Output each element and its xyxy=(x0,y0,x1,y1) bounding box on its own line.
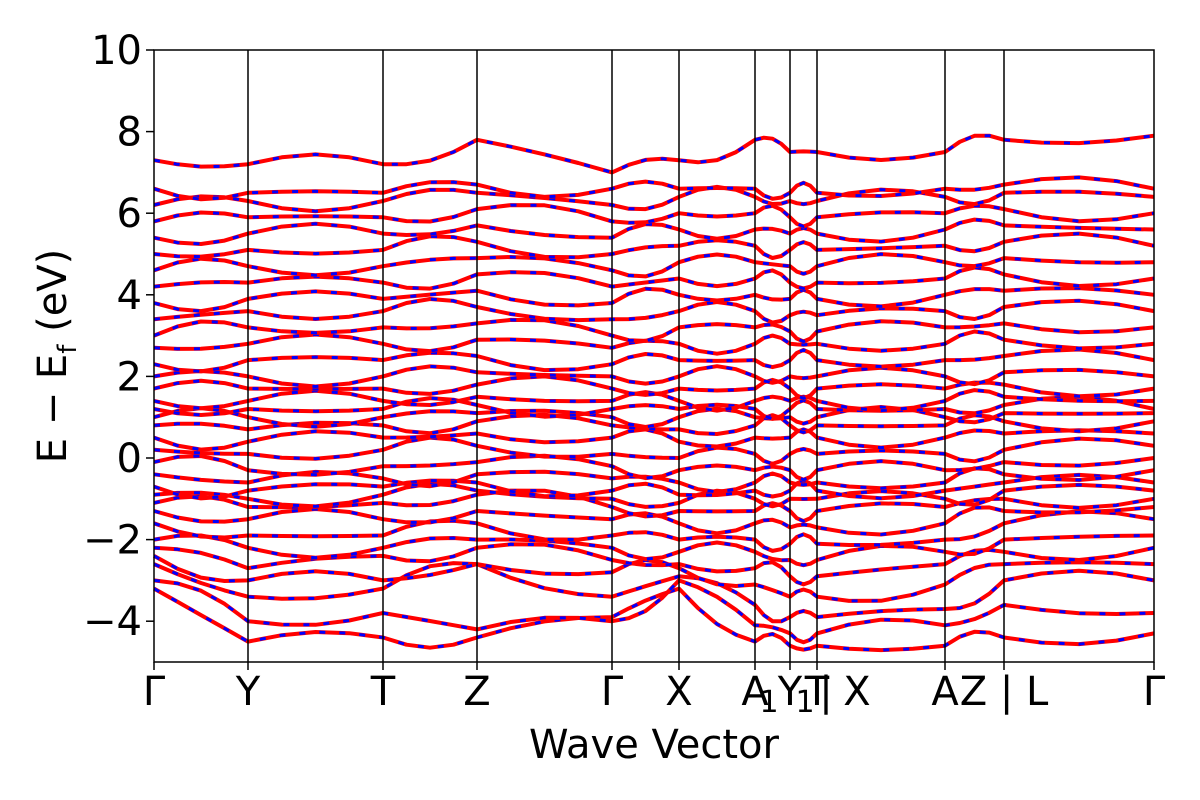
x-tick-label: Γ xyxy=(143,669,166,715)
band-line xyxy=(153,427,1155,452)
plot-frame xyxy=(153,49,1155,663)
band-line xyxy=(153,509,1155,553)
x-tick-label: X xyxy=(665,669,692,715)
x-tick-label: T xyxy=(370,669,396,715)
band-line xyxy=(153,286,1155,313)
x-tick-label: Γ xyxy=(601,669,624,715)
band-line xyxy=(153,578,1155,645)
band-line xyxy=(153,453,1155,482)
y-tick-label: −4 xyxy=(83,599,142,645)
y-axis-ticks: −4 −2 0 2 4 6 8 10 xyxy=(83,28,154,645)
x-tick-label-extra: | xyxy=(819,669,832,715)
band-line xyxy=(153,472,1155,501)
x-tick-label-extra: 1 xyxy=(759,685,778,720)
y-axis-label-main: E − E xyxy=(30,354,76,464)
x-tick-label: Γ xyxy=(1143,669,1166,715)
band-line xyxy=(153,505,1155,537)
band-line xyxy=(153,347,1155,374)
band-line xyxy=(153,265,1155,291)
band-line xyxy=(153,175,1155,202)
band-line xyxy=(153,394,1155,421)
band-line xyxy=(153,489,1155,523)
kpoint-separators xyxy=(247,50,1005,662)
x-tick-label-extra: X xyxy=(843,669,870,715)
y-tick-label: 8 xyxy=(117,110,142,156)
band-line xyxy=(153,318,1155,343)
band-line xyxy=(153,374,1155,401)
y-tick-label: 10 xyxy=(91,28,142,74)
band-line xyxy=(153,554,1155,603)
x-tick-label: A xyxy=(741,669,769,715)
y-tick-label: 2 xyxy=(117,354,142,400)
x-tick-label: Z xyxy=(463,669,490,715)
y-tick-label: 6 xyxy=(117,191,142,237)
band-line xyxy=(153,252,1155,279)
y-axis-label-unit: (eV) xyxy=(30,249,76,345)
x-tick-label: Z | L xyxy=(960,669,1049,715)
band-line xyxy=(153,364,1155,389)
x-axis-label: Wave Vector xyxy=(529,722,780,768)
band-line xyxy=(153,217,1155,246)
band-line xyxy=(153,587,1155,652)
x-tick-label: Y xyxy=(235,669,261,715)
x-tick-label-extra: 1 xyxy=(795,685,814,720)
y-tick-label: 0 xyxy=(117,436,142,482)
x-tick-label: T xyxy=(804,669,830,715)
band-line xyxy=(153,466,1155,494)
y-axis-label-sub: f xyxy=(53,344,83,354)
band-line xyxy=(153,329,1155,356)
x-tick-label: Y xyxy=(777,669,803,715)
band-line xyxy=(153,542,1155,586)
y-axis-label: E − Ef (eV) xyxy=(30,249,83,464)
band-line xyxy=(153,133,1155,175)
band-line xyxy=(153,533,1155,568)
x-tick-label: A xyxy=(931,669,959,715)
band-line xyxy=(153,203,1155,228)
y-tick-label: 4 xyxy=(117,273,142,319)
band-line xyxy=(153,388,1155,413)
y-tick-label: −2 xyxy=(83,518,142,564)
band-lines xyxy=(153,133,1155,653)
